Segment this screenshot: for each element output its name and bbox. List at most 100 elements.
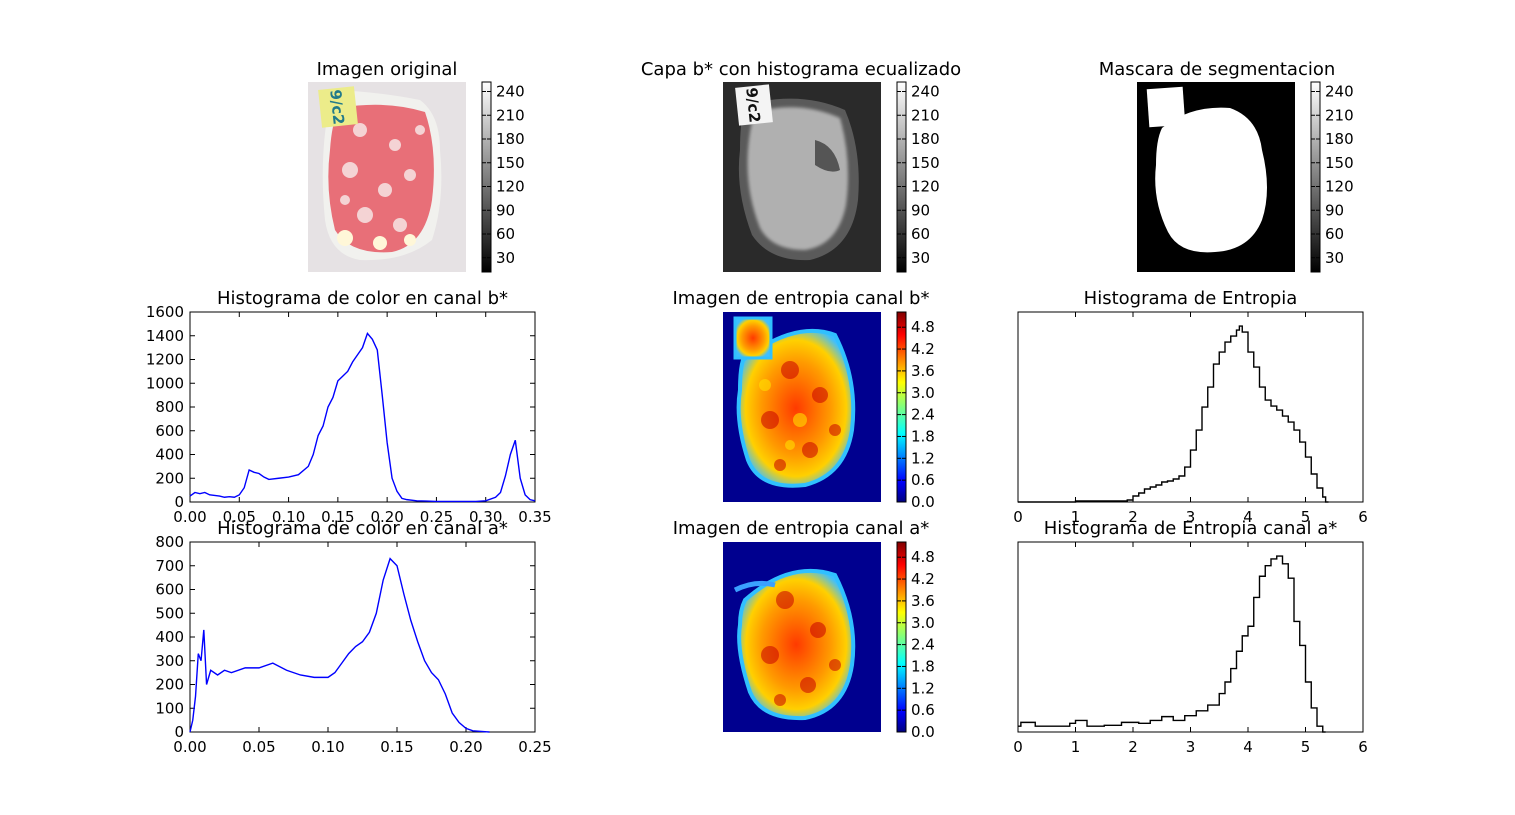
y-tick-label: 600 [155,422,184,440]
colorbar-tick-label: 150 [911,154,940,172]
y-tick-label: 0 [174,723,184,741]
colorbar-tick-label: 0.6 [911,701,935,719]
colorbar-tick-label: 3.0 [911,384,935,402]
x-tick-label: 6 [1358,508,1368,526]
y-tick-label: 1200 [146,351,184,369]
colorbar-tick-label: 180 [496,130,525,148]
chart-histogram-a: Histograma de color en canal a* 0.00 0.05 0… [155,518,551,756]
y-tick-label: 0 [174,493,184,511]
colorbar-tick-label: 90 [496,201,515,219]
chart-title: Histograma de Entropia canal a* [1044,518,1338,539]
y-tick-label: 800 [155,533,184,551]
colorbar-gradient [1310,81,1321,273]
colorbar-tick-label: 2.4 [911,406,935,424]
y-tick-label: 600 [155,581,184,599]
colorbar-tick-label: 30 [496,249,515,267]
y-tick-label: 300 [155,652,184,670]
colorbar-tick-label: 1.2 [911,679,935,697]
title-entropy-a: Imagen de entropia canal a* [673,518,930,539]
x-tick-label: 2 [1128,508,1138,526]
colorbar-tick-label: 0.0 [911,493,935,511]
series-line [189,331,536,503]
colorbar-tick-label: 210 [911,106,940,124]
x-tick-label: 0.25 [518,738,551,756]
y-tick-label: 400 [155,628,184,646]
colorbar-tick-label: 1.2 [911,449,935,467]
x-tick-label: 5 [1301,738,1311,756]
x-tick-label: 0.10 [272,508,305,526]
x-tick-label: 0.35 [518,508,551,526]
colorbar-tick-label: 180 [1325,130,1354,148]
x-tick-label: 3 [1186,508,1196,526]
y-tick-label: 200 [155,469,184,487]
chart-histogram-b: Histograma de color en canal b* 0.00 0.05 0… [146,288,552,526]
colorbar-tick-label: 120 [911,178,940,196]
colorbar-tick-label: 3.6 [911,362,935,380]
x-tick-label: 0.20 [370,508,403,526]
colorbar-tick-label: 30 [911,249,930,267]
colorbar-tick-label: 4.2 [911,570,935,588]
title-original: Imagen original [317,59,458,80]
colorbar-tick-label: 150 [1325,154,1354,172]
colorbar-gradient [896,311,907,503]
colorbar-tick-label: 90 [911,201,930,219]
colorbar-tick-label: 210 [496,106,525,124]
x-tick-label: 0.20 [449,738,482,756]
colorbar-tick-label: 4.8 [911,318,935,336]
colorbar-tick-label: 4.2 [911,340,935,358]
x-tick-label: 4 [1243,508,1253,526]
y-tick-label: 200 [155,676,184,694]
colorbar-tick-label: 60 [496,225,515,243]
x-tick-label: 1 [1071,508,1081,526]
y-tick-label: 500 [155,604,184,622]
plot-area [189,541,536,733]
colorbar-tick-label: 30 [1325,249,1344,267]
colorbar-tick-label: 1.8 [911,427,935,445]
chart-title: Histograma de color en canal a* [217,518,508,539]
colorbar-mask: 240 210 180 150 120 90 60 30 [1310,81,1354,273]
x-tick-label: 0.25 [420,508,453,526]
x-tick-label: 0 [1013,508,1023,526]
blayer-image: 9/c2 [723,82,881,272]
colorbar-tick-label: 180 [911,130,940,148]
x-tick-label: 1 [1071,738,1081,756]
original-image: 9/c2 [308,82,466,272]
title-blayer: Capa b* con histograma ecualizado [641,59,961,80]
sticker-label: 9/c2 [326,89,348,126]
x-tick-label: 0.00 [173,508,206,526]
colorbar-tick-label: 60 [1325,225,1344,243]
mask-image [1137,82,1295,272]
colorbar-tick-label: 3.6 [911,592,935,610]
colorbar-gradient [481,81,492,273]
x-tick-label: 0.15 [380,738,413,756]
colorbar-tick-label: 3.0 [911,614,935,632]
title-entropy-b: Imagen de entropia canal b* [673,288,930,309]
colorbar-tick-label: 120 [496,178,525,196]
colorbar-gradient [896,81,907,273]
colorbar-tick-label: 4.8 [911,548,935,566]
colorbar-tick-label: 240 [1325,83,1354,101]
x-tick-label: 0.15 [321,508,354,526]
colorbar-tick-label: 120 [1325,178,1354,196]
colorbar-entropy-b: 4.8 4.2 3.6 3.0 2.4 1.8 1.2 0.6 0.0 [896,311,935,511]
colorbar-tick-label: 210 [1325,106,1354,124]
y-tick-label: 400 [155,446,184,464]
y-tick-label: 1000 [146,374,184,392]
x-tick-label: 0.10 [311,738,344,756]
blayer-sticker-label: 9/c2 [742,87,764,124]
title-mask: Mascara de segmentacion [1099,59,1336,80]
colorbar-tick-label: 240 [911,83,940,101]
colorbar-tick-label: 0.0 [911,723,935,741]
colorbar-tick-label: 2.4 [911,636,935,654]
y-tick-label: 100 [155,699,184,717]
x-tick-label: 0.05 [242,738,275,756]
x-tick-label: 4 [1243,738,1253,756]
x-tick-label: 5 [1301,508,1311,526]
x-tick-label: 3 [1186,738,1196,756]
entropy-b-image [723,312,881,502]
x-tick-label: 0 [1013,738,1023,756]
chart-title: Histograma de Entropia [1084,288,1298,309]
colorbar-tick-label: 1.8 [911,657,935,675]
y-tick-label: 700 [155,557,184,575]
